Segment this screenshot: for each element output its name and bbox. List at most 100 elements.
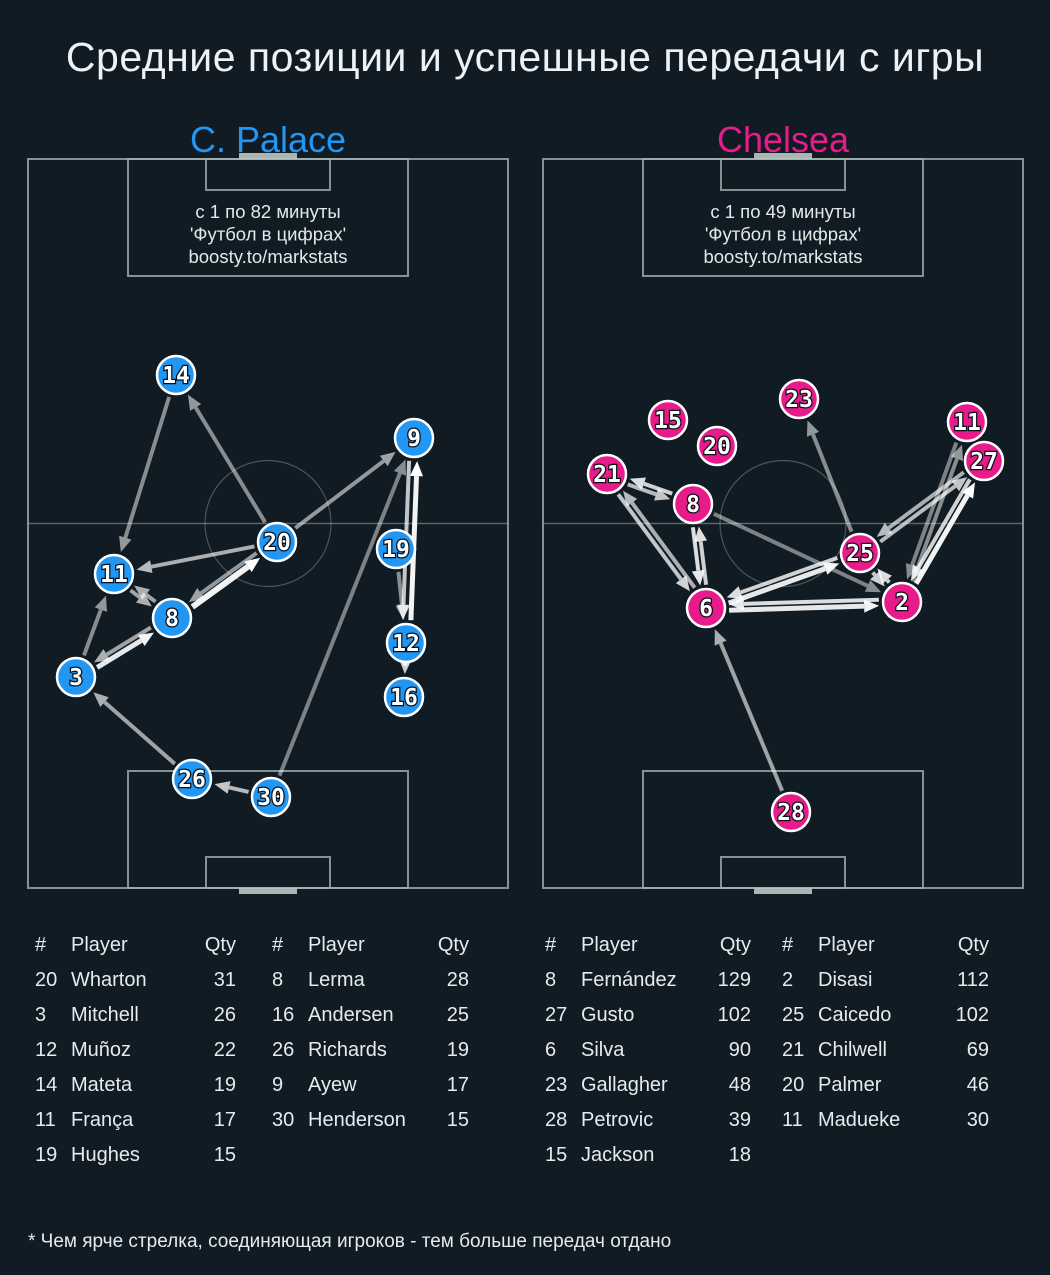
pass-arrow [727,566,827,606]
table-row: 23 Gallagher 48 [545,1068,751,1103]
table-cell: Jackson [581,1144,655,1166]
table-cell: Gusto [581,1004,635,1026]
pass-arrowhead [94,649,111,663]
col-header-player: Player [581,934,638,956]
table-cell: 129 [717,969,751,991]
player-node-circle [586,453,628,495]
pass-arrow [95,638,143,670]
annotation-line: boosty.to/markstats [703,246,862,267]
table-cell: 16 [272,1004,295,1026]
pass-arrow [718,642,785,792]
pass-arrowhead [134,585,151,600]
table-cell: Chilwell [818,1039,887,1061]
table-row: 20 Wharton 31 [35,963,236,998]
pass-arrow [698,541,709,586]
pass-arrowhead [623,490,638,507]
pass-arrow [396,571,404,606]
player-node: 2 [881,581,923,623]
table-cell: 23 [545,1074,568,1096]
table-cell: 3 [35,1004,47,1026]
annotation-line: boosty.to/markstats [188,246,347,267]
table-cell: 39 [728,1109,751,1131]
player-node: 14 [155,354,197,396]
table-cell: 12 [35,1039,58,1061]
table-cell: Mateta [71,1074,133,1096]
pass-arrowhead [135,592,152,607]
table-cell: 17 [213,1109,236,1131]
table-cell: 69 [966,1039,989,1061]
player-node-circle [778,378,820,420]
player-node-circle [383,676,425,718]
table-cell: 17 [446,1074,469,1096]
table-cell: Lerma [308,969,365,991]
pass-arrow [190,564,250,610]
table-row: 3 Mitchell 26 [35,998,236,1033]
player-node: 8 [672,483,714,525]
table-cell: Wharton [71,969,147,991]
table-cell: 15 [545,1144,568,1166]
table-cell: 28 [446,969,469,991]
table-cell: 48 [728,1074,751,1096]
goal-area-bottom [205,856,331,889]
player-node-number: 6 [699,596,713,622]
pass-arrowhead [876,522,893,537]
pass-arrowhead [395,604,409,621]
table-cell: 112 [957,969,989,991]
player-node-circle [55,656,97,698]
table-cell: 90 [728,1039,751,1061]
table-cell: 11 [782,1109,803,1131]
col-header-qty: Qty [957,934,989,956]
table-cell: 8 [272,969,284,991]
pass-arrow [729,603,865,613]
pass-arrow [294,459,385,530]
pass-arrow [105,625,152,657]
pass-arrowhead [94,595,107,612]
pass-arrowhead [863,599,880,613]
player-node: 25 [839,532,881,574]
table-cell: 30 [966,1109,989,1131]
table-row: 25 Caicedo 102 [782,998,989,1033]
pass-arrowhead [694,526,708,543]
table-cell: 30 [272,1109,295,1131]
player-node: 23 [778,378,820,420]
table-palace-col2: # Player Qty 8 Lerma 28 16 Andersen 25 26 Richa… [272,928,469,1138]
player-node-circle [770,791,812,833]
table-row: 30 Henderson 15 [272,1103,469,1138]
player-node-circle [385,622,427,664]
col-header-qty: Qty [437,934,469,956]
pitch-Chelsea: с 1 по 49 минуты'Футбол в цифрах'boosty.… [542,153,1024,894]
table-row: 2 Disasi 112 [782,963,989,998]
table-cell: 102 [955,1004,989,1026]
pass-arrow [743,597,879,606]
table-cell: 9 [272,1074,284,1096]
annotation-line: с 1 по 49 минуты [710,201,855,222]
goal-area-top [720,158,846,191]
pass-arrowhead [214,781,231,794]
table-row: 14 Mateta 19 [35,1068,236,1103]
table-cell: Andersen [308,1004,394,1026]
player-node-circle [881,581,923,623]
player-node-number: 16 [390,685,418,711]
pass-arrow [712,511,869,588]
pass-arrow [129,588,142,600]
player-node: 11 [93,553,135,595]
pass-arrow [630,501,697,589]
table-cell: 27 [545,1004,568,1026]
table-chelsea-col1: # Player Qty 8 Fernández 129 27 Gusto 102 6 Sil… [545,928,751,1173]
table-chelsea-col2: # Player Qty 2 Disasi 112 25 Caicedo 102 21 Chi… [782,928,989,1138]
pass-arrowhead [726,586,743,599]
player-node: 20 [696,425,738,467]
player-node-circle [963,440,1005,482]
table-cell: 11 [35,1109,56,1131]
table-cell: Palmer [818,1074,882,1096]
pass-arrowhead [950,444,964,461]
table-cell: 6 [545,1039,557,1061]
pass-arrow [277,472,402,777]
pass-arrowhead [629,477,647,490]
table-cell: 19 [446,1039,469,1061]
pass-arrowhead [714,629,727,646]
table-cell: Madueke [818,1109,901,1131]
table-row: 20 Palmer 46 [782,1068,989,1103]
table-cell: Mitchell [71,1004,139,1026]
col-header-number: # [545,934,557,956]
